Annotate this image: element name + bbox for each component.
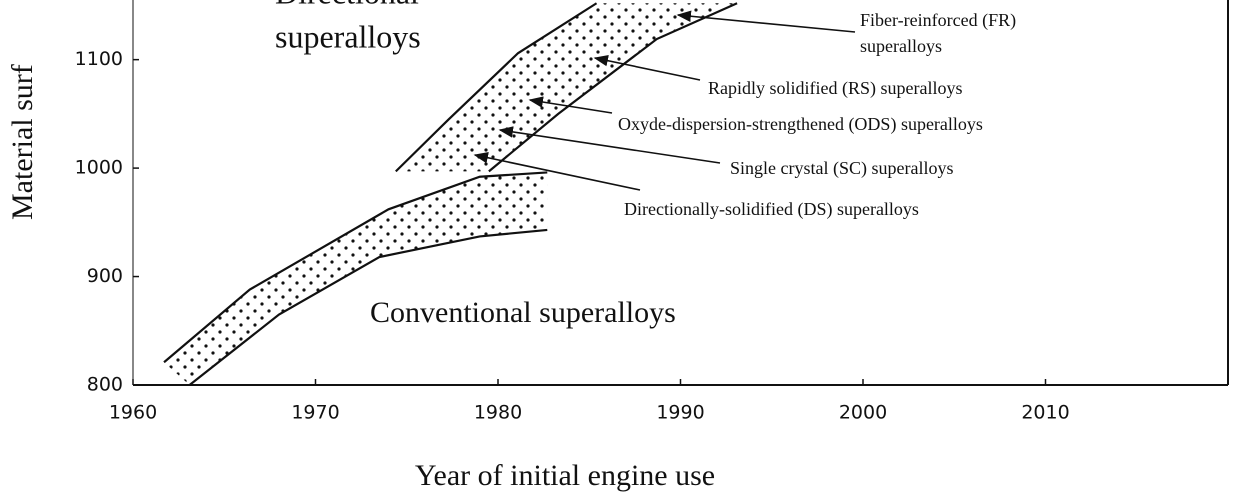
y-tick-label: 1000 [75,157,123,179]
band-edge [488,2,738,173]
band-edge [188,228,548,386]
x-tick-label: 2000 [839,402,887,424]
annotation: Directionally-solidified (DS) superalloy… [624,199,919,220]
x-axis-title: Year of initial engine use [415,459,715,492]
annotation: Directional [275,0,419,10]
y-tick-label: 800 [87,374,123,396]
x-tick-label: 1990 [656,402,704,424]
band-edge [395,2,598,173]
annotation: superalloys [275,18,421,54]
x-tick-label: 1970 [291,402,339,424]
band-edge [163,171,548,364]
annotation: Single crystal (SC) superalloys [730,158,953,179]
annotation: Fiber-reinforced (FR) [860,10,1016,31]
annotation: Oxyde-dispersion-strengthened (ODS) supe… [618,114,983,135]
annotation: Rapidly solidified (RS) superalloys [708,78,962,99]
band-fill [164,172,548,385]
annotation-arrows [473,10,856,191]
annotation: Conventional superalloys [370,296,676,329]
arrow [498,126,721,164]
arrow [676,10,856,33]
annotation: superalloys [860,36,942,56]
band-fill [395,3,738,172]
x-tick-label: 1980 [474,402,522,424]
y-axis-title: Material surf [6,64,39,220]
y-tick-label: 1100 [75,48,123,70]
x-tick-label: 2010 [1021,402,1069,424]
x-tick-label: 1960 [109,402,157,424]
y-tick-label: 900 [87,265,123,287]
